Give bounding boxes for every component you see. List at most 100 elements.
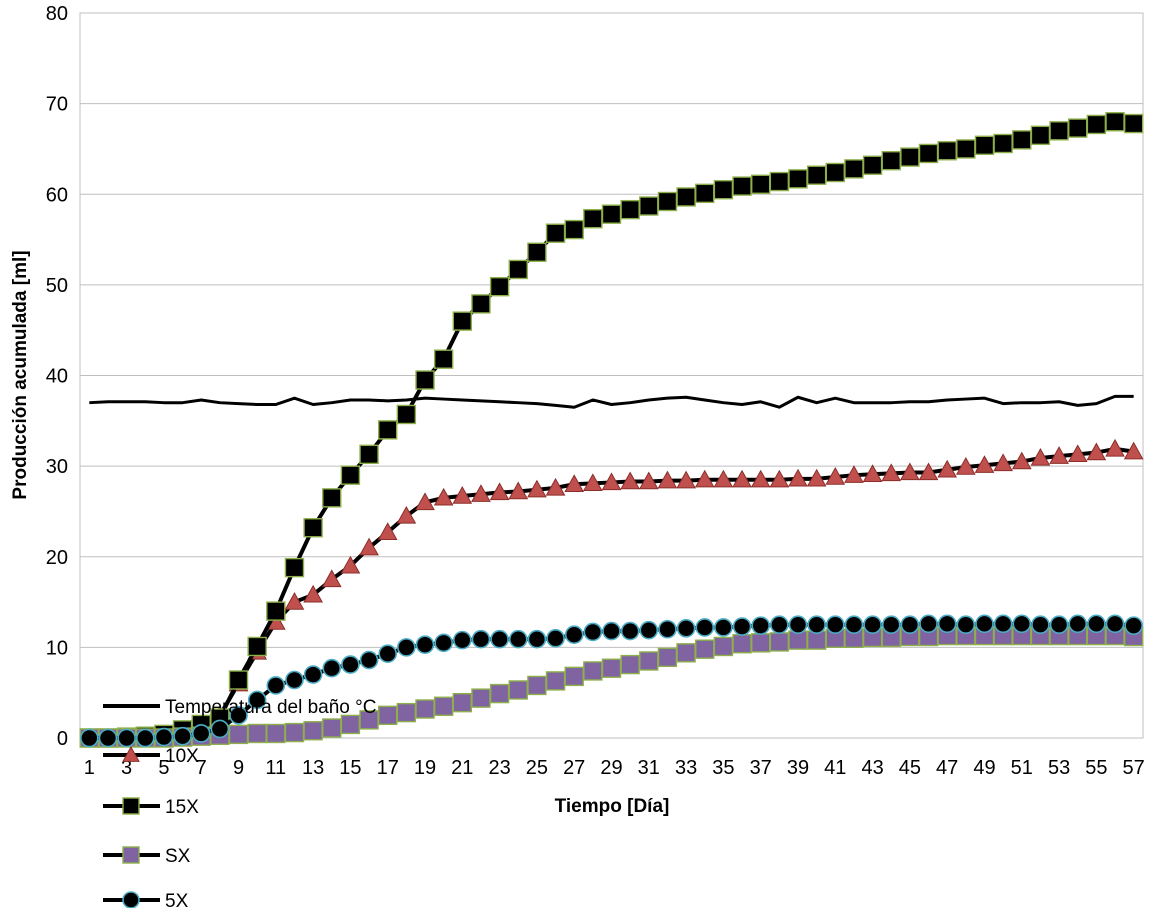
x-tick-label: 23 — [488, 757, 510, 779]
y-axis-ticks: 0 10 20 30 40 50 60 70 80 — [46, 3, 68, 750]
data-point-square — [695, 183, 715, 204]
data-point-square — [601, 204, 622, 224]
data-point-square — [396, 404, 417, 425]
data-point-circle — [285, 670, 304, 690]
data-point-square — [247, 723, 267, 744]
y-tick-label: 0 — [57, 728, 68, 750]
data-point-triangle — [415, 492, 435, 511]
data-point-square — [750, 633, 771, 653]
x-tick-label: 1 — [84, 757, 95, 779]
data-point-circle — [98, 728, 118, 748]
data-point-square — [918, 143, 939, 164]
data-point-circle — [807, 615, 826, 635]
data-point-square — [378, 705, 398, 726]
data-point-square — [1086, 114, 1107, 135]
data-point-triangle — [303, 584, 323, 603]
data-point-square — [415, 370, 435, 390]
data-point-square — [881, 151, 901, 171]
x-tick-label: 39 — [787, 757, 809, 779]
data-point-circle — [1049, 615, 1069, 635]
data-point-triangle — [638, 471, 659, 490]
data-point-circle — [471, 629, 491, 649]
data-point-triangle — [1086, 442, 1107, 461]
data-point-triangle — [993, 453, 1013, 472]
data-point-square — [247, 636, 267, 657]
data-point-triangle — [601, 472, 622, 491]
data-point-square — [545, 671, 566, 691]
data-point-square — [564, 219, 584, 240]
data-point-square — [956, 139, 976, 159]
legend-label: SX — [165, 846, 191, 867]
data-point-triangle — [433, 487, 454, 506]
x-tick-label: 47 — [936, 757, 958, 779]
data-point-square — [359, 444, 379, 465]
data-point-circle — [881, 615, 901, 635]
data-point-circle — [434, 633, 453, 653]
x-tick-label: 41 — [824, 757, 846, 779]
data-point-square — [303, 721, 323, 741]
data-point-circle — [303, 665, 323, 684]
legend-item: 10X — [103, 745, 199, 767]
data-point-circle — [788, 615, 808, 635]
data-point-triangle — [377, 522, 398, 540]
legend-label: 5X — [165, 891, 189, 908]
data-point-square — [452, 692, 473, 713]
data-point-triangle — [583, 473, 603, 492]
data-point-circle — [620, 621, 640, 641]
data-point-triangle — [694, 469, 715, 488]
data-point-square — [732, 634, 752, 654]
data-point-square — [601, 658, 622, 678]
data-point-triangle — [844, 465, 864, 483]
legend-item: SX — [103, 846, 191, 867]
data-point-square — [228, 724, 249, 745]
data-point-circle — [919, 614, 938, 634]
data-point-square — [322, 718, 342, 738]
y-tick-label: 70 — [46, 94, 68, 116]
data-point-square — [825, 162, 845, 183]
data-point-square — [452, 311, 473, 331]
x-tick-label: 9 — [233, 757, 244, 779]
data-point-circle — [583, 622, 603, 642]
data-point-square — [471, 294, 491, 314]
data-point-circle — [247, 690, 267, 710]
data-point-circle — [695, 618, 715, 637]
data-point-triangle — [788, 468, 808, 487]
data-point-square — [396, 702, 417, 723]
series-line — [89, 394, 1134, 409]
legend-item: 15X — [103, 797, 199, 818]
data-point-square — [122, 797, 140, 815]
data-point-triangle — [900, 462, 920, 481]
data-point-triangle — [881, 463, 902, 482]
data-point-triangle — [732, 469, 752, 488]
x-tick-label: 17 — [377, 757, 399, 779]
data-point-square — [750, 174, 771, 194]
data-point-triangle — [1067, 444, 1088, 463]
series-1 — [89, 394, 1134, 409]
data-point-circle — [658, 619, 677, 639]
data-point-square — [639, 651, 659, 671]
data-point-square — [695, 639, 715, 659]
data-point-square — [340, 714, 361, 735]
x-tick-label: 15 — [339, 757, 361, 779]
y-tick-label: 80 — [46, 3, 68, 25]
data-point-square — [676, 643, 696, 663]
data-point-square — [713, 636, 734, 657]
data-point-square — [676, 187, 696, 207]
data-point-square — [583, 661, 603, 681]
data-point-triangle — [750, 469, 771, 488]
x-tick-label: 31 — [638, 757, 660, 779]
data-point-square — [844, 159, 864, 179]
y-tick-label: 20 — [46, 547, 68, 569]
data-point-circle — [1087, 614, 1106, 634]
data-point-triangle — [489, 482, 510, 501]
data-point-triangle — [955, 457, 976, 475]
x-tick-label: 37 — [750, 757, 772, 779]
data-point-triangle — [545, 477, 566, 496]
data-point-square — [713, 180, 734, 200]
data-point-triangle — [321, 569, 342, 588]
x-tick-label: 19 — [414, 757, 436, 779]
data-point-triangle — [937, 459, 958, 478]
data-point-triangle — [657, 470, 678, 489]
data-point-circle — [863, 615, 882, 635]
